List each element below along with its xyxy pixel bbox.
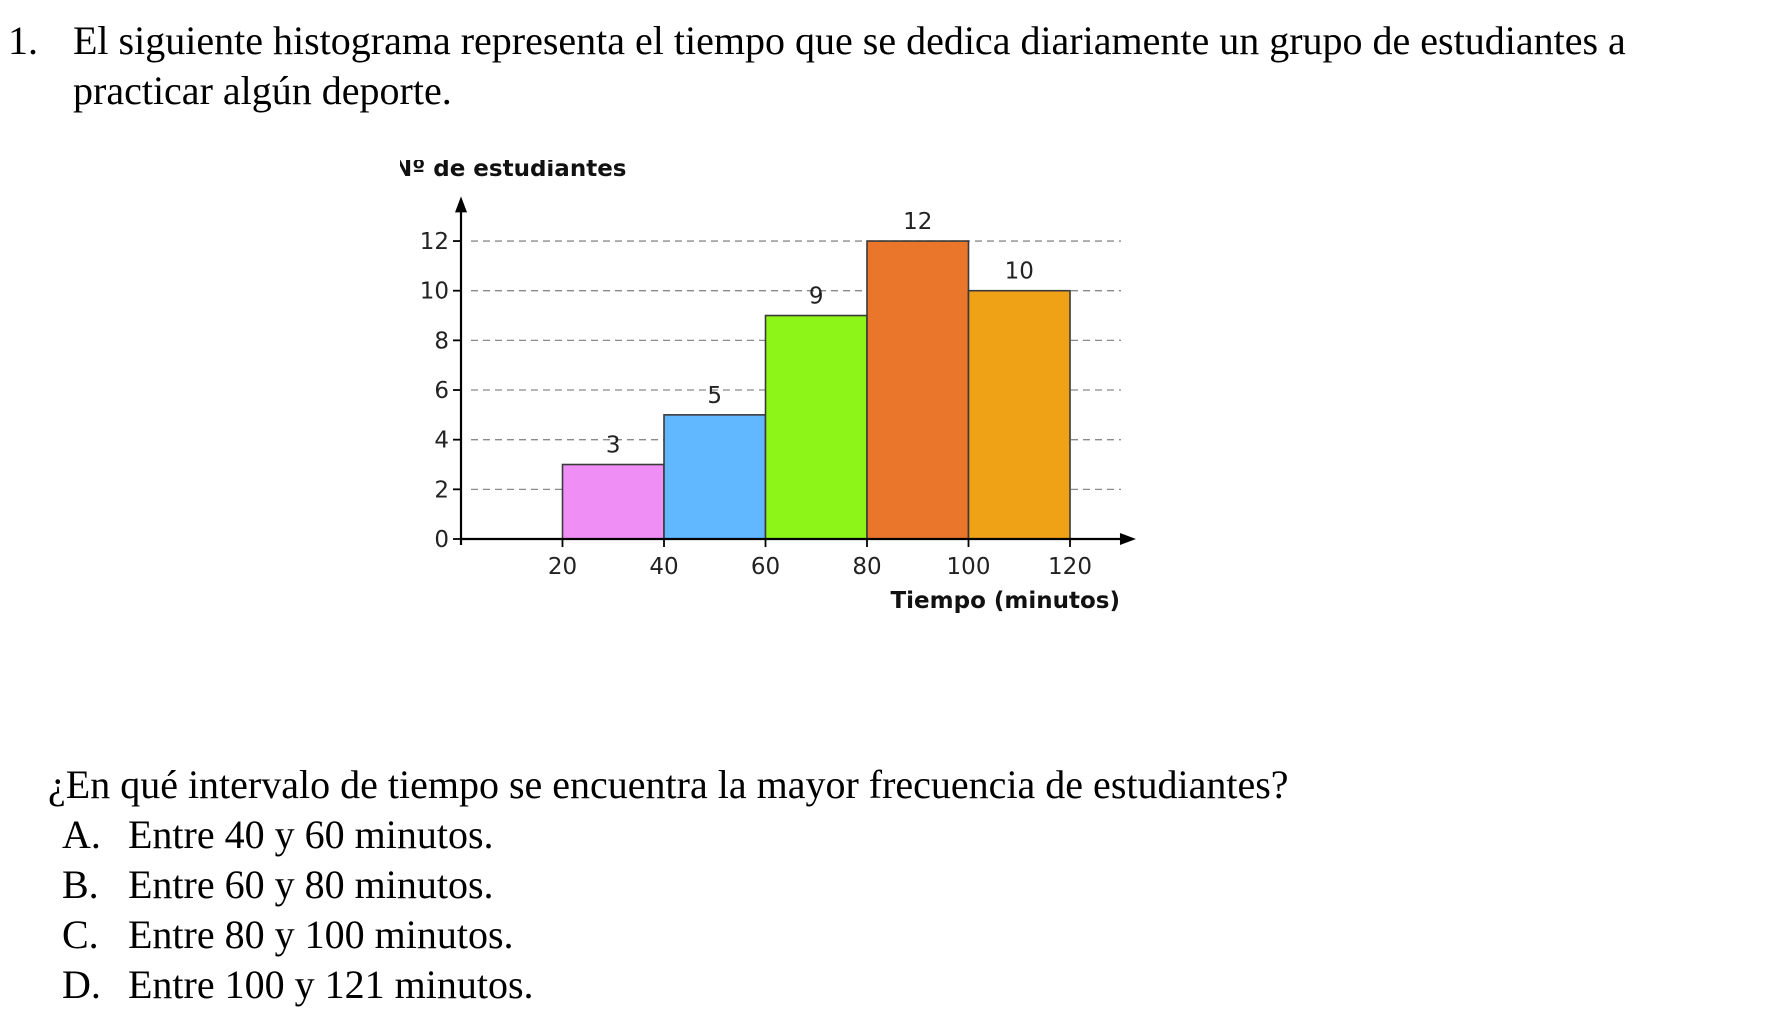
y-tick-label: 8: [434, 328, 449, 354]
y-tick-label: 4: [434, 428, 449, 454]
y-tick-label: 10: [420, 279, 449, 305]
answer-option[interactable]: C. Entre 80 y 100 minutos.: [62, 910, 1760, 960]
option-letter: B.: [62, 862, 99, 907]
y-axis-arrow: [455, 196, 467, 213]
bars: [561, 240, 1071, 540]
sub-question-block: ¿En qué intervalo de tiempo se encuentra…: [0, 760, 1760, 1010]
option-letter: A.: [62, 812, 101, 857]
bar-value-label: 3: [606, 433, 621, 459]
option-text: Entre 60 y 80 minutos.: [128, 862, 494, 907]
x-tick-label: 40: [649, 554, 678, 580]
x-tick-label: 120: [1048, 554, 1092, 580]
x-axis-title: Tiempo (minutos): [890, 588, 1120, 614]
question-number: 1.: [8, 18, 38, 63]
option-text: Entre 40 y 60 minutos.: [128, 812, 494, 857]
option-letter: D.: [62, 962, 101, 1007]
axes: [453, 196, 1136, 547]
histogram-bar: [561, 463, 665, 540]
histogram-bar: [764, 314, 868, 540]
bar-value-label: 5: [707, 383, 722, 409]
question-block: 1. El siguiente histograma representa el…: [8, 16, 1768, 116]
x-tick-label: 60: [751, 554, 780, 580]
x-axis-arrow: [1119, 533, 1136, 545]
bar-value-label: 9: [809, 284, 824, 310]
y-axis-title: Nº de estudiantes: [400, 160, 626, 182]
y-tick-label: 12: [420, 229, 449, 255]
sub-question-prompt: ¿En qué intervalo de tiempo se encuentra…: [48, 762, 1289, 807]
y-tick-label: 6: [434, 378, 449, 404]
option-text: Entre 100 y 121 minutos.: [128, 962, 534, 1007]
x-tick-label: 100: [947, 554, 991, 580]
question-row: 1. El siguiente histograma representa el…: [8, 16, 1768, 116]
answer-option[interactable]: A. Entre 40 y 60 minutos.: [62, 810, 1760, 860]
y-tick-label: 0: [434, 527, 449, 553]
bar-value-label: 10: [1005, 259, 1034, 285]
histogram-bar: [663, 414, 767, 540]
option-letter: C.: [62, 912, 99, 957]
option-text: Entre 80 y 100 minutos.: [128, 912, 514, 957]
y-tick-label: 2: [434, 477, 449, 503]
x-tick-label: 80: [852, 554, 881, 580]
histogram-bar: [967, 289, 1071, 540]
answer-option[interactable]: B. Entre 60 y 80 minutos.: [62, 860, 1760, 910]
x-tick-label: 20: [548, 554, 577, 580]
histogram-bar: [866, 240, 970, 540]
answer-option[interactable]: D. Entre 100 y 121 minutos.: [62, 960, 1760, 1010]
bar-value-label: 12: [903, 209, 932, 235]
answer-options: A. Entre 40 y 60 minutos. B. Entre 60 y 80 …: [0, 810, 1760, 1010]
question-text: El siguiente histograma representa el ti…: [73, 18, 1626, 113]
